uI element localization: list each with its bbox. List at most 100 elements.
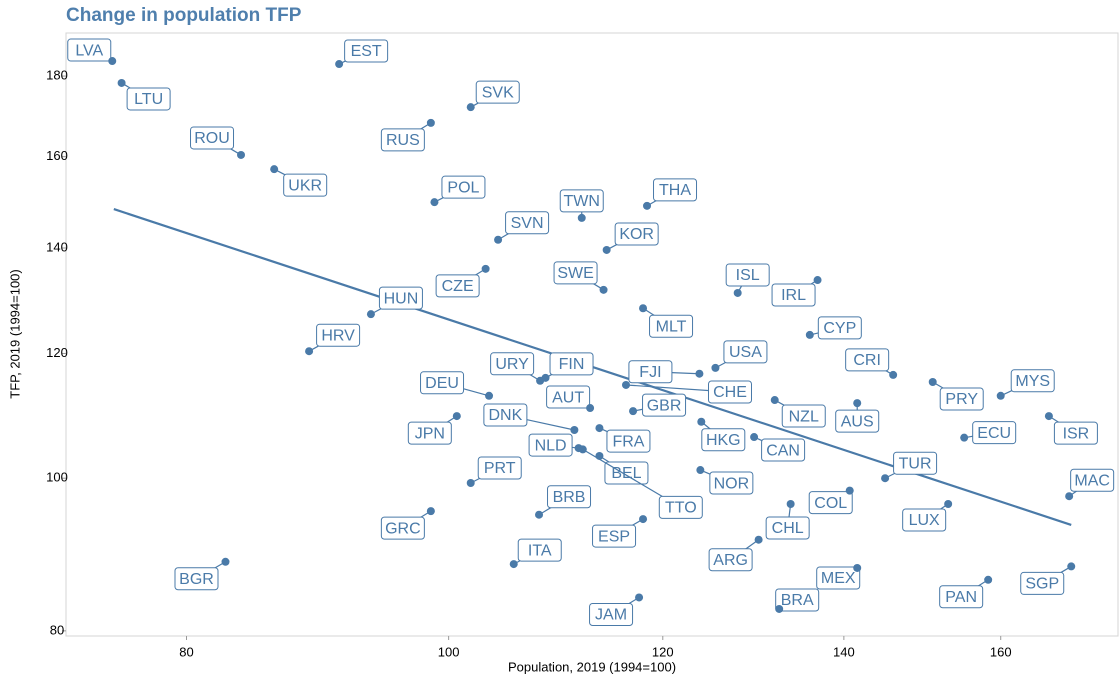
label-box [723, 340, 768, 364]
label-box [765, 516, 810, 540]
labels: LVA LTU EST SVK RUS ROU UKR POL TWN THA SVN KOR CZE S… [67, 38, 1115, 626]
label-box [505, 211, 550, 235]
point [928, 377, 937, 386]
point-label: ISR [1063, 425, 1090, 442]
point-label: LUX [909, 512, 940, 529]
label-box [835, 409, 880, 433]
label-box [628, 360, 673, 384]
label-box [808, 491, 853, 515]
label-box [490, 352, 535, 376]
label-box [190, 126, 235, 150]
point-label: USA [729, 344, 762, 361]
label-box [380, 128, 425, 152]
label-box [614, 222, 659, 246]
point-label: CYP [823, 320, 856, 337]
label-box [1053, 421, 1098, 445]
label-box [707, 380, 752, 404]
point [643, 201, 652, 210]
point [960, 433, 969, 442]
point-label: JPN [415, 425, 445, 442]
point [509, 560, 518, 569]
point-label: GBR [647, 397, 682, 414]
point-label: SVN [511, 215, 544, 232]
point-label: DNK [488, 407, 522, 424]
label-box [902, 508, 947, 532]
point [775, 604, 784, 613]
x-tick-label: 120 [652, 644, 674, 659]
point-label: EST [351, 43, 382, 60]
point-label: COL [814, 495, 847, 512]
point [881, 474, 890, 483]
label-box [725, 263, 770, 287]
point [639, 515, 648, 524]
point-label: JAM [595, 607, 627, 624]
chart-title: Change in population TFP [66, 5, 302, 26]
point-label: KOR [619, 226, 654, 243]
point [494, 235, 503, 244]
point [770, 396, 779, 405]
point [335, 60, 344, 69]
plot-frame [65, 32, 1119, 637]
label-box [549, 352, 594, 376]
point-label: ITA [528, 542, 552, 559]
point-label: BEL [611, 465, 641, 482]
point-label: CHE [713, 384, 747, 401]
label-box [67, 38, 112, 62]
point [466, 103, 475, 112]
point-label: GRC [385, 520, 421, 537]
point-label: CHL [772, 520, 804, 537]
label-box [126, 87, 171, 111]
point [639, 304, 648, 313]
label-box [658, 495, 703, 519]
point-label: BGR [179, 571, 214, 588]
label-box [817, 316, 862, 340]
point-label: NOR [714, 475, 750, 492]
label-box [604, 461, 649, 485]
label-box [701, 428, 746, 452]
point [697, 417, 706, 426]
point-label: THA [659, 182, 691, 199]
point [108, 57, 117, 66]
point-label: FIN [559, 356, 585, 373]
y-tick-label: 80 [50, 622, 64, 637]
point-label: ARG [713, 552, 748, 569]
point-label: CAN [766, 442, 800, 459]
point-label: MYS [1015, 373, 1050, 390]
label-box [559, 189, 604, 213]
label-box [380, 516, 425, 540]
point-label: URY [495, 356, 529, 373]
label-box [589, 602, 634, 626]
label-box [547, 485, 592, 509]
point-label: PRT [484, 460, 516, 477]
y-tick-label: 180 [46, 68, 68, 83]
label-box [761, 438, 806, 462]
y-tick-label: 140 [46, 239, 68, 254]
x-tick-label: 140 [833, 644, 855, 659]
point [117, 78, 126, 87]
label-box [606, 429, 651, 453]
point-label: HUN [384, 290, 419, 307]
point-label: FJI [639, 364, 661, 381]
label-box [546, 385, 591, 409]
point-label: MLT [656, 318, 687, 335]
label-box [592, 524, 637, 548]
label-box [475, 80, 520, 104]
point-label: SGP [1025, 576, 1059, 593]
label-box [316, 323, 361, 347]
label-box [845, 348, 890, 372]
point-label: TWN [564, 193, 600, 210]
point-label: NLD [535, 437, 567, 454]
label-box [517, 538, 562, 562]
point [599, 285, 608, 294]
label-box [649, 314, 694, 338]
point [481, 264, 490, 273]
point-label: NZL [789, 408, 819, 425]
point [1044, 412, 1053, 421]
point-label: UKR [288, 177, 322, 194]
point-label: BRA [781, 592, 814, 609]
point [889, 370, 898, 379]
point [635, 593, 644, 602]
point [366, 310, 375, 319]
point [621, 380, 630, 389]
point [595, 424, 604, 433]
